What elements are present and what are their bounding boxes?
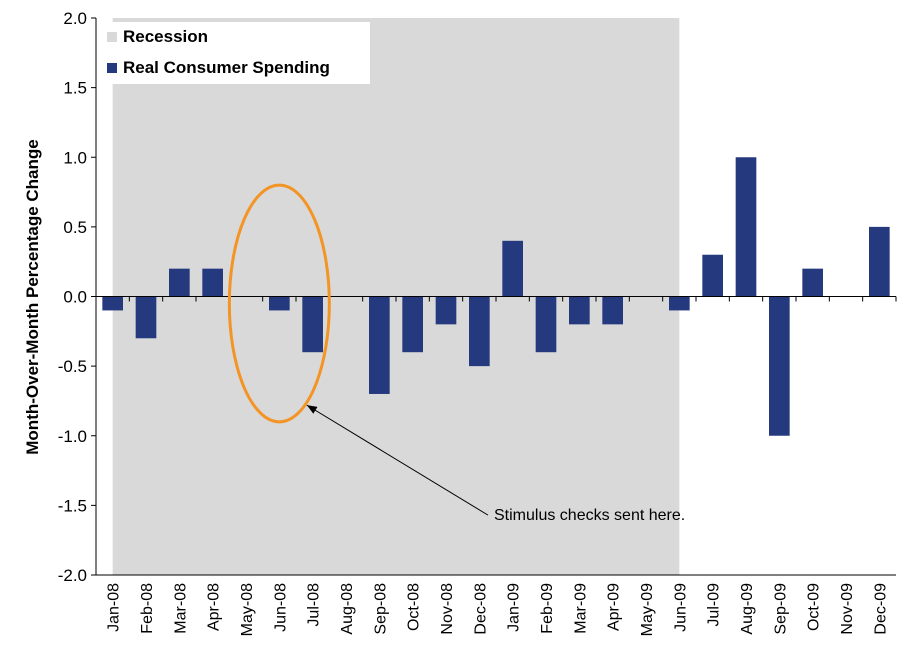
- y-tick-label: -1.0: [58, 427, 87, 446]
- x-tick-label: Dec-09: [872, 583, 889, 635]
- legend-swatch-recession: [107, 32, 117, 42]
- bar-apr-09: [602, 296, 623, 325]
- bars: [102, 157, 890, 436]
- y-tick-label: 1.0: [63, 148, 87, 167]
- bar-jan-09: [502, 240, 523, 297]
- bar-aug-09: [735, 157, 757, 297]
- bar-dec-08: [469, 296, 490, 367]
- x-tick-label: Apr-09: [606, 583, 623, 631]
- bar-nov-08: [435, 296, 457, 325]
- y-tick-label: 0.0: [63, 288, 87, 307]
- y-axis: 2.0 1.5 1.0 0.5 0.0 -0.5 -1.0 -1.5 -2.0: [58, 9, 96, 585]
- x-tick-label: Apr-08: [206, 583, 223, 631]
- bar-jun-08: [269, 296, 290, 311]
- bar-mar-09: [569, 296, 590, 325]
- y-tick-label: 2.0: [63, 9, 87, 28]
- bar-apr-08: [202, 268, 223, 297]
- x-tick-label: Nov-09: [839, 583, 856, 635]
- y-axis-label: Month-Over-Month Percentage Change: [23, 139, 42, 454]
- bar-jun-09: [669, 296, 690, 311]
- y-tick-label: 1.5: [63, 79, 87, 98]
- x-tick-label: Mar-08: [172, 583, 189, 634]
- bar-dec-09: [869, 226, 890, 297]
- bar-jul-08: [302, 296, 323, 353]
- legend: Recession Real Consumer Spending: [100, 22, 370, 84]
- bar-feb-09: [535, 296, 557, 353]
- x-tick-label: Jun-08: [272, 583, 289, 632]
- x-tick-label: Aug-09: [739, 583, 756, 635]
- x-tick-label: Mar-09: [572, 583, 589, 634]
- x-tick-label: Jul-08: [306, 583, 323, 627]
- x-tick-label: Aug-08: [339, 583, 356, 635]
- y-tick-label: 0.5: [63, 218, 87, 237]
- x-tick-label: Dec-08: [472, 583, 489, 635]
- annotation-arrowhead: [306, 405, 318, 414]
- highlight-ellipse: [227, 183, 331, 424]
- x-axis: Jan-08 Feb-08 Mar-08 Apr-08 May-08 Jun-08 Jul-…: [95, 296, 897, 636]
- bar-sep-09: [769, 296, 790, 436]
- x-tick-label: Feb-09: [539, 583, 556, 634]
- x-tick-label: Jun-09: [672, 583, 689, 632]
- bar-jul-09: [702, 254, 723, 297]
- x-tick-label: Jan-08: [106, 583, 123, 632]
- y-tick-label: -0.5: [58, 357, 87, 376]
- x-tick-label: Jan-09: [506, 583, 523, 632]
- x-tick-label: Feb-08: [139, 583, 156, 634]
- annotation-text: Stimulus checks sent here.: [494, 507, 685, 524]
- legend-swatch-real-consumer-spending: [107, 63, 117, 73]
- x-tick-label: Sep-09: [772, 583, 789, 635]
- x-tick-label: Oct-08: [406, 583, 423, 631]
- y-tick-label: -1.5: [58, 496, 87, 515]
- x-tick-label: Oct-09: [806, 583, 823, 631]
- legend-label-real-consumer-spending: Real Consumer Spending: [123, 58, 330, 77]
- bar-oct-08: [402, 296, 423, 353]
- bar-sep-08: [369, 296, 390, 394]
- legend-background: [100, 22, 370, 84]
- x-tick-label: May-08: [239, 583, 256, 636]
- annotation-arrow: [306, 404, 489, 516]
- x-tick-label: Sep-08: [372, 583, 389, 635]
- legend-label-recession: Recession: [123, 27, 208, 46]
- x-tick-label: Jul-09: [706, 583, 723, 627]
- bar-oct-09: [802, 268, 823, 297]
- y-tick-label: -2.0: [58, 566, 87, 585]
- x-tick-label: Nov-08: [439, 583, 456, 635]
- bar-jan-08: [102, 296, 123, 311]
- x-tick-label: May-09: [639, 583, 656, 636]
- bar-mar-08: [169, 268, 190, 297]
- bar-feb-08: [135, 296, 157, 339]
